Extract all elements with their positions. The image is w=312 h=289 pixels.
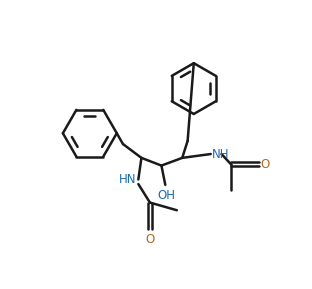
- Text: NH: NH: [212, 147, 230, 160]
- Text: OH: OH: [157, 189, 175, 202]
- Text: O: O: [145, 233, 154, 246]
- Text: HN: HN: [119, 173, 137, 186]
- Text: O: O: [261, 158, 270, 171]
